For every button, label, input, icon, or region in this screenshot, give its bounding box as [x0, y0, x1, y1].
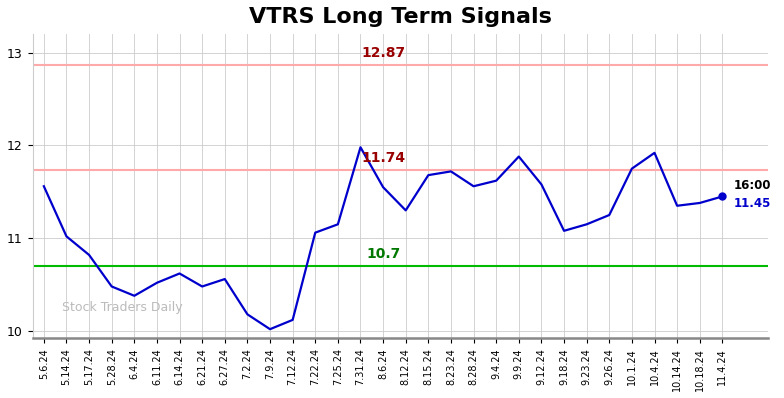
Text: 10.7: 10.7 — [366, 248, 401, 261]
Text: 16:00: 16:00 — [734, 179, 771, 192]
Text: 12.87: 12.87 — [361, 46, 405, 60]
Text: 11.74: 11.74 — [361, 151, 405, 165]
Text: Stock Traders Daily: Stock Traders Daily — [62, 301, 183, 314]
Title: VTRS Long Term Signals: VTRS Long Term Signals — [249, 7, 551, 27]
Text: 11.45: 11.45 — [734, 197, 771, 211]
